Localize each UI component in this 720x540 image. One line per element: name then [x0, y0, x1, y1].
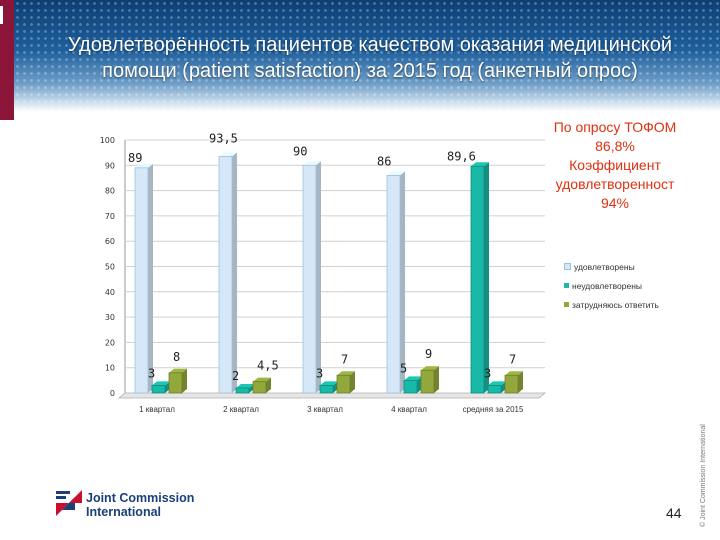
data-label: 86: [377, 154, 391, 168]
chart-floor: [117, 392, 547, 399]
data-label: 2: [232, 369, 239, 383]
bar: [151, 385, 166, 394]
data-label: 3: [148, 366, 155, 380]
logo-line: Joint Commission: [86, 491, 195, 505]
legend-item: удовлетворены: [564, 257, 659, 276]
note-line: 94%: [600, 195, 630, 211]
bar: [386, 175, 401, 394]
data-label: 90: [293, 144, 307, 158]
bar: [403, 379, 418, 394]
data-label: 3: [316, 366, 323, 380]
note-line: Коэффициент: [569, 157, 661, 173]
legend-item: затрудняюсь ответить: [564, 295, 659, 314]
world-map-dots: [0, 0, 720, 112]
bar-top: [421, 366, 439, 371]
y-tick-label: 20: [105, 338, 115, 347]
x-tick-label: 1 квартал: [139, 405, 175, 414]
bar-top: [488, 381, 506, 386]
y-tick-label: 100: [100, 136, 115, 145]
bar: [168, 372, 183, 394]
y-tick-label: 40: [105, 288, 115, 297]
bar: [470, 165, 485, 394]
bar-top: [303, 161, 321, 166]
bar-top: [135, 163, 153, 168]
legend-swatch-unsatisfied: [564, 283, 569, 288]
data-label: 89,6: [447, 149, 476, 163]
legend-label: затрудняюсь ответить: [572, 299, 659, 310]
bar: [252, 381, 267, 394]
bar-side: [148, 163, 153, 393]
y-tick-label: 0: [110, 389, 115, 398]
data-label: 5: [400, 361, 407, 375]
logo-line: International: [86, 505, 162, 519]
jci-logo-text: Joint Commission International: [86, 491, 194, 519]
bar: [487, 385, 502, 394]
bar-top: [320, 381, 338, 386]
bar-top: [337, 371, 355, 376]
note-line: удовлетворенност: [555, 176, 675, 192]
y-tick-label: 70: [105, 212, 115, 221]
bar: [134, 167, 149, 394]
legend-label: неудовлетворены: [572, 280, 643, 291]
bar: [504, 374, 519, 394]
bar: [319, 385, 334, 394]
chart-legend: удовлетворены неудовлетворены затрудняюс…: [564, 257, 659, 314]
bar-top: [152, 381, 170, 386]
x-tick-label: средняя за 2015: [463, 405, 524, 414]
bar-side: [316, 161, 321, 393]
bar: [302, 164, 317, 394]
slide-header: [0, 0, 720, 112]
legend-item: неудовлетворены: [564, 276, 659, 295]
data-label: 93,5: [209, 131, 238, 145]
bar-top: [471, 162, 489, 167]
bar-side: [232, 152, 237, 393]
data-label: 9: [425, 347, 432, 361]
legend-label: удовлетворены: [574, 261, 635, 272]
bar-top: [253, 377, 271, 382]
y-tick-label: 10: [105, 364, 115, 373]
data-label: 7: [509, 352, 516, 366]
y-tick-label: 80: [105, 187, 115, 196]
bar-side: [266, 377, 271, 393]
left-accent-tab: [0, 0, 14, 120]
y-tick-label: 30: [105, 313, 115, 322]
bar-top: [169, 368, 187, 373]
bar-side: [434, 366, 439, 393]
x-tick-label: 4 квартал: [391, 405, 427, 414]
bar-side: [182, 368, 187, 393]
bar-top: [404, 376, 422, 381]
note-line: 86,8%: [595, 138, 635, 154]
x-tick-label: 3 квартал: [307, 405, 343, 414]
bar: [218, 156, 233, 394]
y-tick-label: 60: [105, 237, 115, 246]
bar: [336, 374, 351, 394]
bar-top: [505, 371, 523, 376]
slide-title: Удовлетворённость пациентов качеством ок…: [67, 34, 673, 82]
bar-side: [484, 162, 489, 393]
bar-side: [400, 171, 405, 393]
bar: [420, 369, 435, 394]
data-label: 89: [128, 151, 142, 165]
copyright-notice: © Joint Commission International: [700, 424, 707, 527]
bar-top: [219, 152, 237, 157]
data-label: 3: [484, 366, 491, 380]
y-tick-label: 90: [105, 161, 115, 170]
data-label: 7: [341, 352, 348, 366]
data-label: 8: [173, 350, 180, 364]
x-tick-label: 2 квартал: [223, 405, 259, 414]
y-tick-label: 50: [105, 263, 115, 272]
jci-logo-icon: [56, 490, 82, 516]
bar-top: [387, 171, 405, 176]
legend-swatch-satisfied: [564, 263, 571, 270]
bar-side: [518, 371, 523, 393]
legend-swatch-undecided: [564, 302, 569, 307]
survey-note: По опросу ТОФОМ 86,8% Коэффициент удовле…: [540, 118, 690, 213]
note-line: По опросу ТОФОМ: [553, 119, 677, 135]
page-number: 44: [666, 505, 682, 521]
bar: [235, 387, 250, 394]
satisfaction-bar-chart: 0 10 20 30 40 50 60 70 80 90 100 89 3 8 1 квартал 93,5 2…: [100, 131, 547, 414]
bar-top: [236, 383, 254, 388]
bar-side: [350, 371, 355, 393]
data-label: 4,5: [257, 359, 279, 373]
